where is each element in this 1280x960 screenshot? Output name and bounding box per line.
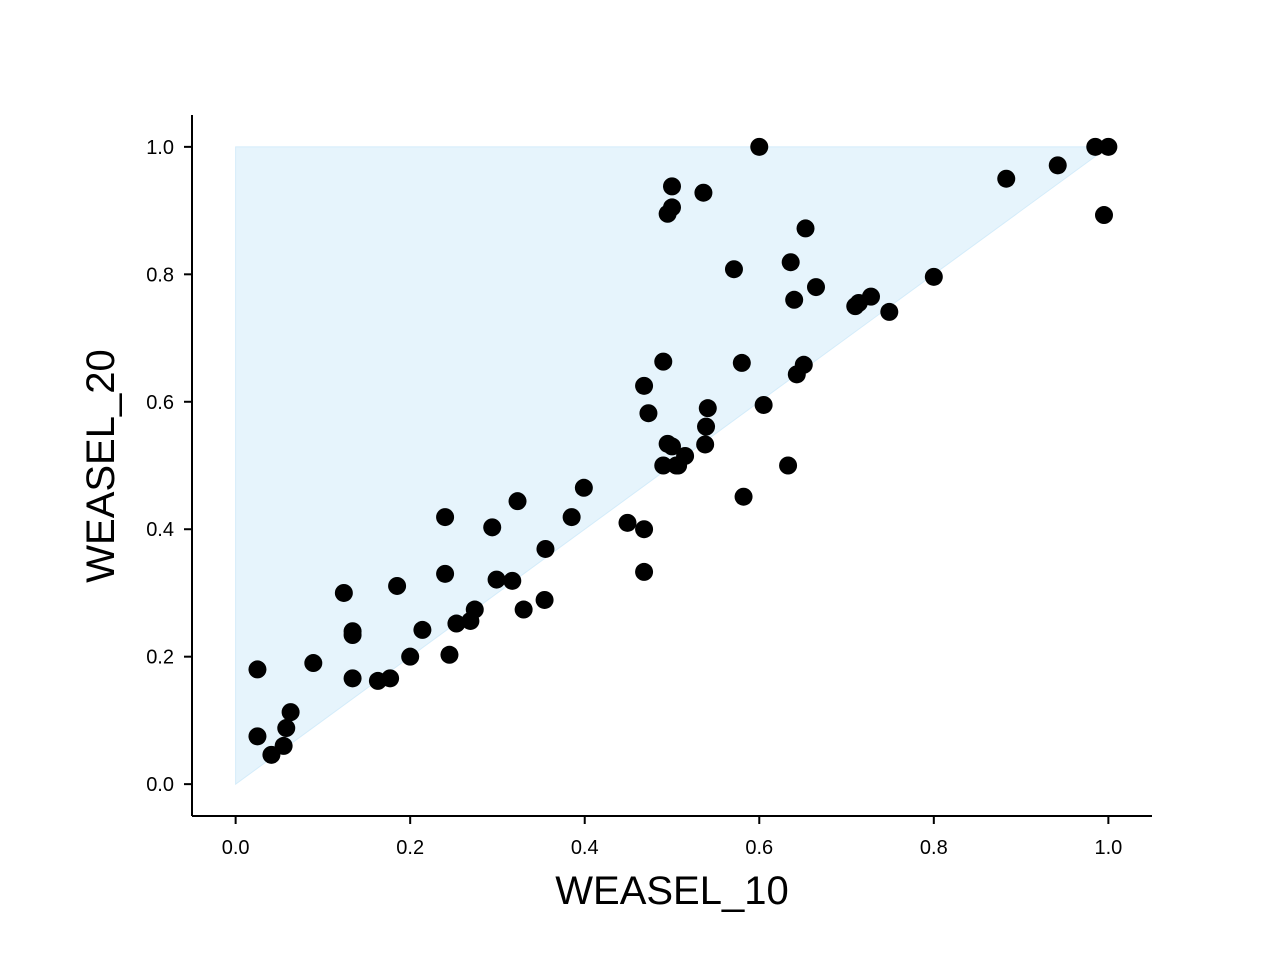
- data-point: [413, 620, 432, 639]
- data-points: [248, 137, 1118, 764]
- data-point: [635, 376, 654, 395]
- data-point: [997, 169, 1016, 188]
- data-point: [663, 177, 681, 196]
- x-tick-label: 1.0: [1094, 837, 1122, 859]
- data-point: [880, 302, 899, 321]
- data-point: [861, 287, 880, 306]
- data-point: [696, 435, 715, 454]
- y-tick-label: 0.2: [146, 647, 174, 669]
- data-point: [503, 571, 522, 590]
- x-axis-ticks: 0.0 0.2 0.4 0.6 0.8 1.0: [222, 816, 1122, 859]
- data-point: [794, 355, 813, 374]
- data-point: [750, 137, 769, 156]
- x-tick-label: 0.2: [396, 837, 424, 859]
- data-point: [635, 520, 654, 539]
- data-point: [635, 562, 654, 581]
- data-point: [654, 456, 673, 475]
- data-point: [734, 487, 753, 506]
- data-point: [277, 719, 296, 738]
- data-point: [1086, 137, 1105, 156]
- data-point: [465, 600, 484, 619]
- data-point: [508, 492, 527, 511]
- data-point: [274, 736, 293, 755]
- data-point: [304, 654, 323, 673]
- y-tick-label: 0.8: [146, 264, 174, 286]
- data-point: [487, 570, 506, 589]
- data-point: [924, 267, 943, 286]
- data-point: [401, 647, 420, 666]
- data-point: [343, 622, 362, 641]
- data-point: [1048, 156, 1067, 175]
- x-tick-label: 0.6: [745, 837, 773, 859]
- data-point: [440, 645, 459, 664]
- data-point: [562, 508, 581, 527]
- x-tick-label: 0.0: [222, 837, 250, 859]
- data-point: [663, 437, 681, 456]
- data-point: [388, 576, 407, 595]
- data-point: [781, 253, 800, 272]
- x-axis-title: WEASEL_10: [555, 869, 788, 913]
- y-tick-label: 0.6: [146, 392, 174, 414]
- data-point: [663, 198, 681, 217]
- data-point: [807, 278, 825, 297]
- x-tick-label: 0.8: [920, 837, 948, 859]
- x-tick-label: 0.4: [571, 837, 599, 859]
- data-point: [676, 446, 695, 465]
- data-point: [654, 352, 673, 371]
- data-point: [535, 590, 554, 609]
- data-point: [694, 183, 713, 202]
- y-tick-label: 1.0: [146, 137, 174, 159]
- data-point: [574, 478, 593, 497]
- y-axis-ticks: 0.0 0.2 0.4 0.6 0.8 1.0: [146, 137, 192, 796]
- data-point: [1095, 206, 1113, 225]
- data-point: [483, 518, 502, 537]
- data-point: [514, 600, 533, 619]
- data-point: [796, 219, 815, 238]
- y-tick-label: 0.0: [146, 774, 174, 796]
- data-point: [343, 669, 362, 688]
- data-point: [248, 727, 267, 746]
- data-point: [698, 399, 717, 418]
- data-point: [381, 669, 400, 688]
- data-point: [1099, 137, 1118, 156]
- y-axis-title: WEASEL_20: [79, 349, 123, 582]
- data-point: [697, 417, 716, 436]
- data-point: [639, 404, 658, 423]
- data-point: [334, 583, 353, 602]
- data-point: [436, 508, 455, 527]
- data-point: [724, 260, 743, 279]
- data-point: [436, 564, 455, 583]
- data-point: [618, 513, 637, 532]
- data-point: [248, 660, 267, 679]
- data-point: [281, 703, 300, 722]
- data-point: [779, 456, 798, 475]
- data-point: [754, 395, 773, 414]
- data-point: [536, 539, 555, 558]
- data-point: [732, 353, 751, 372]
- y-tick-label: 0.4: [146, 519, 174, 541]
- data-point: [785, 290, 804, 309]
- data-point: [447, 614, 466, 633]
